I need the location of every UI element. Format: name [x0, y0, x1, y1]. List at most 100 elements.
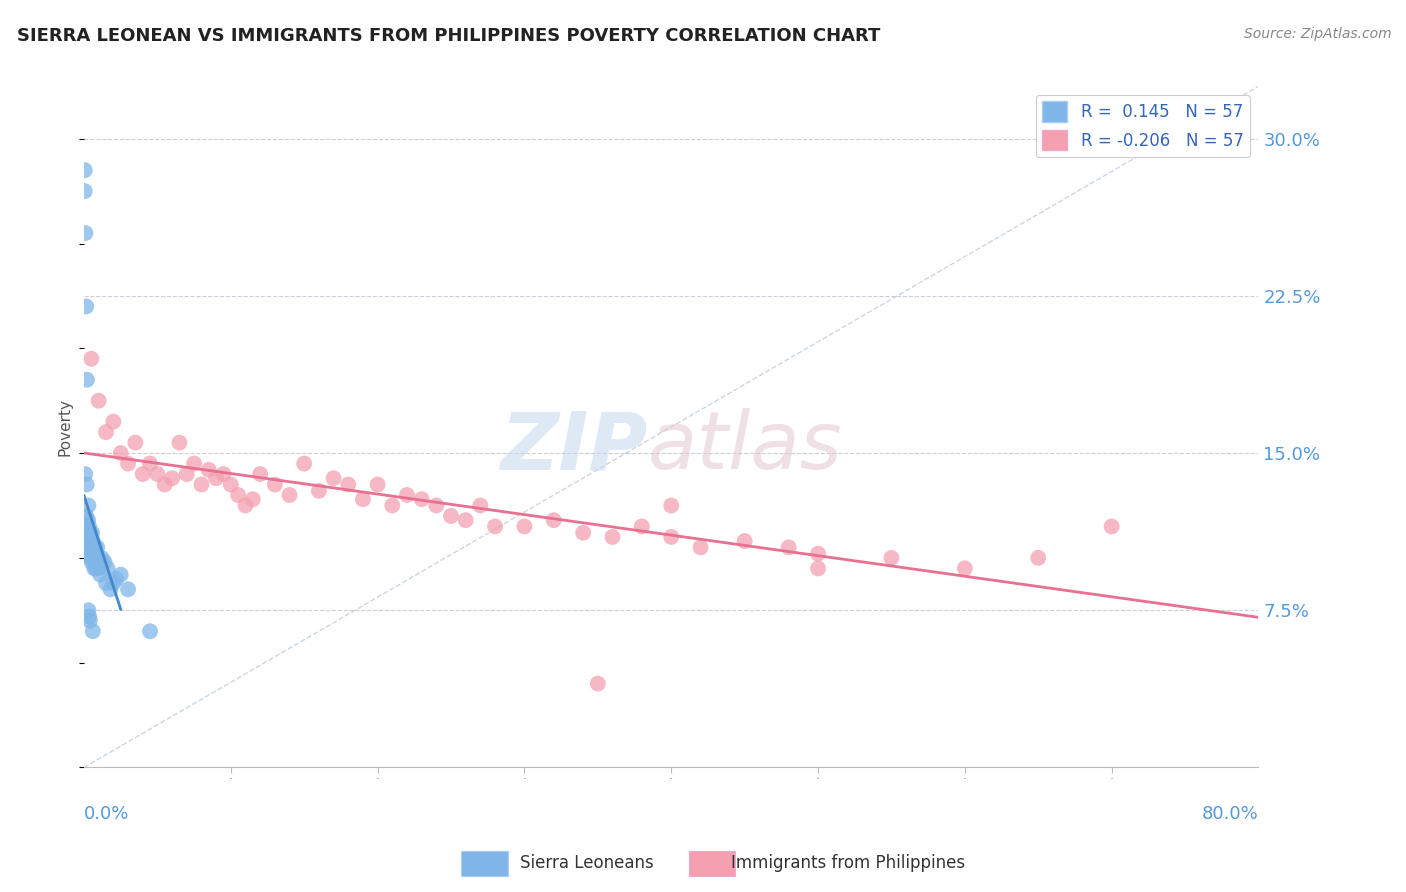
Point [93, 555, 115, 569]
Point [117, 457, 139, 471]
Point [689, 541, 711, 555]
Point [75, 299, 97, 313]
Point [197, 463, 219, 477]
Point [183, 457, 205, 471]
Point [87, 561, 110, 575]
Point [76, 541, 98, 555]
Point [80, 351, 103, 366]
Point [75, 541, 97, 555]
Point [484, 519, 506, 533]
Point [77, 499, 100, 513]
Point [89, 567, 111, 582]
Point [263, 477, 285, 491]
Point [543, 513, 565, 527]
Point [807, 547, 830, 561]
Point [659, 499, 682, 513]
Point [77, 603, 100, 617]
Point [124, 435, 146, 450]
Point [176, 467, 198, 481]
Point [242, 492, 264, 507]
Point [440, 508, 463, 523]
Point [75, 226, 97, 240]
Point [572, 525, 595, 540]
Point [73, 163, 96, 178]
Point [586, 676, 609, 690]
Point [292, 457, 315, 471]
Point [84, 561, 107, 575]
Point [79, 525, 101, 540]
Legend: R =  0.145   N = 57, R = -0.206   N = 57: R = 0.145 N = 57, R = -0.206 N = 57 [1036, 95, 1250, 157]
Point [80, 541, 103, 555]
Point [139, 457, 162, 471]
Point [226, 488, 249, 502]
Point [153, 477, 176, 491]
Point [80, 525, 103, 540]
Point [395, 488, 418, 502]
Point [76, 541, 98, 555]
Point [110, 567, 132, 582]
Point [76, 373, 98, 387]
Text: Immigrants from Philippines: Immigrants from Philippines [731, 855, 966, 872]
Point [100, 582, 122, 597]
Point [75, 519, 97, 533]
Point [90, 550, 112, 565]
Point [77, 530, 100, 544]
Point [83, 561, 105, 575]
Point [337, 477, 360, 491]
Point [132, 467, 155, 481]
Text: 80.0%: 80.0% [1202, 805, 1258, 823]
Point [205, 471, 228, 485]
Point [212, 467, 235, 481]
Point [880, 550, 903, 565]
Point [77, 547, 100, 561]
Point [169, 435, 191, 450]
Point [73, 184, 96, 198]
Point [77, 609, 100, 624]
Point [411, 492, 433, 507]
Point [513, 519, 536, 533]
Point [84, 541, 107, 555]
Point [96, 561, 118, 575]
Point [86, 541, 108, 555]
Y-axis label: Poverty: Poverty [58, 398, 72, 456]
Point [1101, 519, 1123, 533]
Point [94, 576, 117, 591]
Text: Sierra Leoneans: Sierra Leoneans [520, 855, 654, 872]
Point [80, 534, 103, 549]
Point [76, 525, 98, 540]
Point [146, 467, 169, 481]
Point [278, 488, 301, 502]
Point [352, 492, 374, 507]
Point [953, 561, 976, 575]
Point [79, 541, 101, 555]
Point [160, 471, 183, 485]
Point [381, 499, 404, 513]
Point [734, 534, 756, 549]
Point [83, 547, 105, 561]
Point [76, 530, 98, 544]
Point [79, 550, 101, 565]
Point [82, 624, 104, 639]
Text: atlas: atlas [648, 409, 842, 486]
Point [105, 572, 128, 586]
Text: SIERRA LEONEAN VS IMMIGRANTS FROM PHILIPPINES POVERTY CORRELATION CHART: SIERRA LEONEAN VS IMMIGRANTS FROM PHILIP… [17, 27, 880, 45]
Point [117, 582, 139, 597]
Text: Source: ZipAtlas.com: Source: ZipAtlas.com [1244, 27, 1392, 41]
Point [103, 576, 125, 591]
Point [87, 393, 110, 408]
Point [110, 446, 132, 460]
Point [602, 530, 624, 544]
Point [79, 541, 101, 555]
Point [425, 499, 447, 513]
Point [190, 477, 212, 491]
Point [807, 561, 830, 575]
Point [84, 555, 107, 569]
Text: ZIP: ZIP [501, 409, 648, 486]
Point [139, 624, 162, 639]
Point [75, 519, 97, 533]
Point [454, 513, 477, 527]
Point [1026, 550, 1049, 565]
Point [631, 519, 654, 533]
Point [659, 530, 682, 544]
Point [778, 541, 800, 555]
